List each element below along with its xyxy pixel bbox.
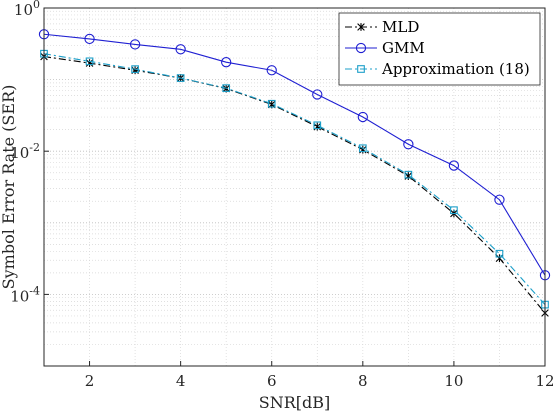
marker-circle bbox=[357, 111, 368, 123]
marker-x-star bbox=[357, 23, 365, 31]
marker-circle bbox=[494, 194, 505, 205]
y-tick-label: 10-2 bbox=[10, 141, 40, 162]
y-tick-label: 10-4 bbox=[10, 284, 40, 305]
series-line bbox=[43, 33, 546, 276]
series-layer bbox=[38, 29, 551, 317]
x-tick-label: 4 bbox=[176, 372, 186, 390]
marker-circle bbox=[175, 44, 186, 55]
legend-entry: Approximation (18) bbox=[345, 60, 530, 78]
marker-square bbox=[176, 74, 185, 82]
marker-square bbox=[358, 144, 367, 153]
marker-square bbox=[404, 170, 413, 179]
legend-label: Approximation (18) bbox=[381, 60, 530, 78]
marker-circle bbox=[355, 42, 367, 54]
series-0 bbox=[40, 52, 549, 317]
marker-square bbox=[85, 57, 94, 66]
marker-square bbox=[450, 206, 458, 215]
marker-circle bbox=[221, 57, 232, 68]
x-tick-label: 10 bbox=[444, 372, 463, 390]
marker-square bbox=[357, 65, 365, 73]
marker-circle bbox=[129, 39, 141, 50]
marker-square bbox=[313, 121, 322, 130]
marker-square bbox=[267, 99, 276, 108]
marker-circle bbox=[403, 139, 414, 150]
x-tick-label: 2 bbox=[85, 372, 95, 390]
plot-frame bbox=[43, 7, 546, 367]
legend-label: GMM bbox=[382, 39, 425, 57]
marker-square bbox=[495, 249, 504, 258]
marker-circle bbox=[84, 33, 95, 45]
legend-entry: MLD bbox=[345, 18, 419, 36]
marker-circle bbox=[266, 65, 277, 76]
legend: MLD GMM Approximation (18) bbox=[338, 12, 541, 86]
marker-square bbox=[222, 84, 231, 92]
legend-entry: GMM bbox=[345, 39, 425, 57]
legend-label: MLD bbox=[382, 18, 419, 36]
marker-square bbox=[131, 65, 139, 73]
y-axis-ticks: 100 10-2 10-4 bbox=[10, 0, 49, 305]
y-tick-label: 100 bbox=[14, 0, 40, 19]
marker-x-star bbox=[85, 59, 94, 68]
x-tick-label: 12 bbox=[535, 372, 553, 390]
x-axis-ticks: 2 4 6 8 10 12 bbox=[85, 361, 553, 390]
series-line bbox=[43, 53, 546, 305]
marker-x-star bbox=[495, 254, 504, 263]
y-axis-label: Symbol Error Rate (SER) bbox=[0, 85, 18, 290]
x-axis-label: SNR[dB] bbox=[259, 393, 331, 412]
series-line bbox=[43, 55, 546, 314]
marker-circle bbox=[448, 160, 460, 171]
legend-box bbox=[338, 12, 541, 86]
x-tick-label: 8 bbox=[358, 372, 368, 390]
marker-circle bbox=[312, 89, 323, 100]
x-tick-label: 6 bbox=[267, 372, 277, 390]
